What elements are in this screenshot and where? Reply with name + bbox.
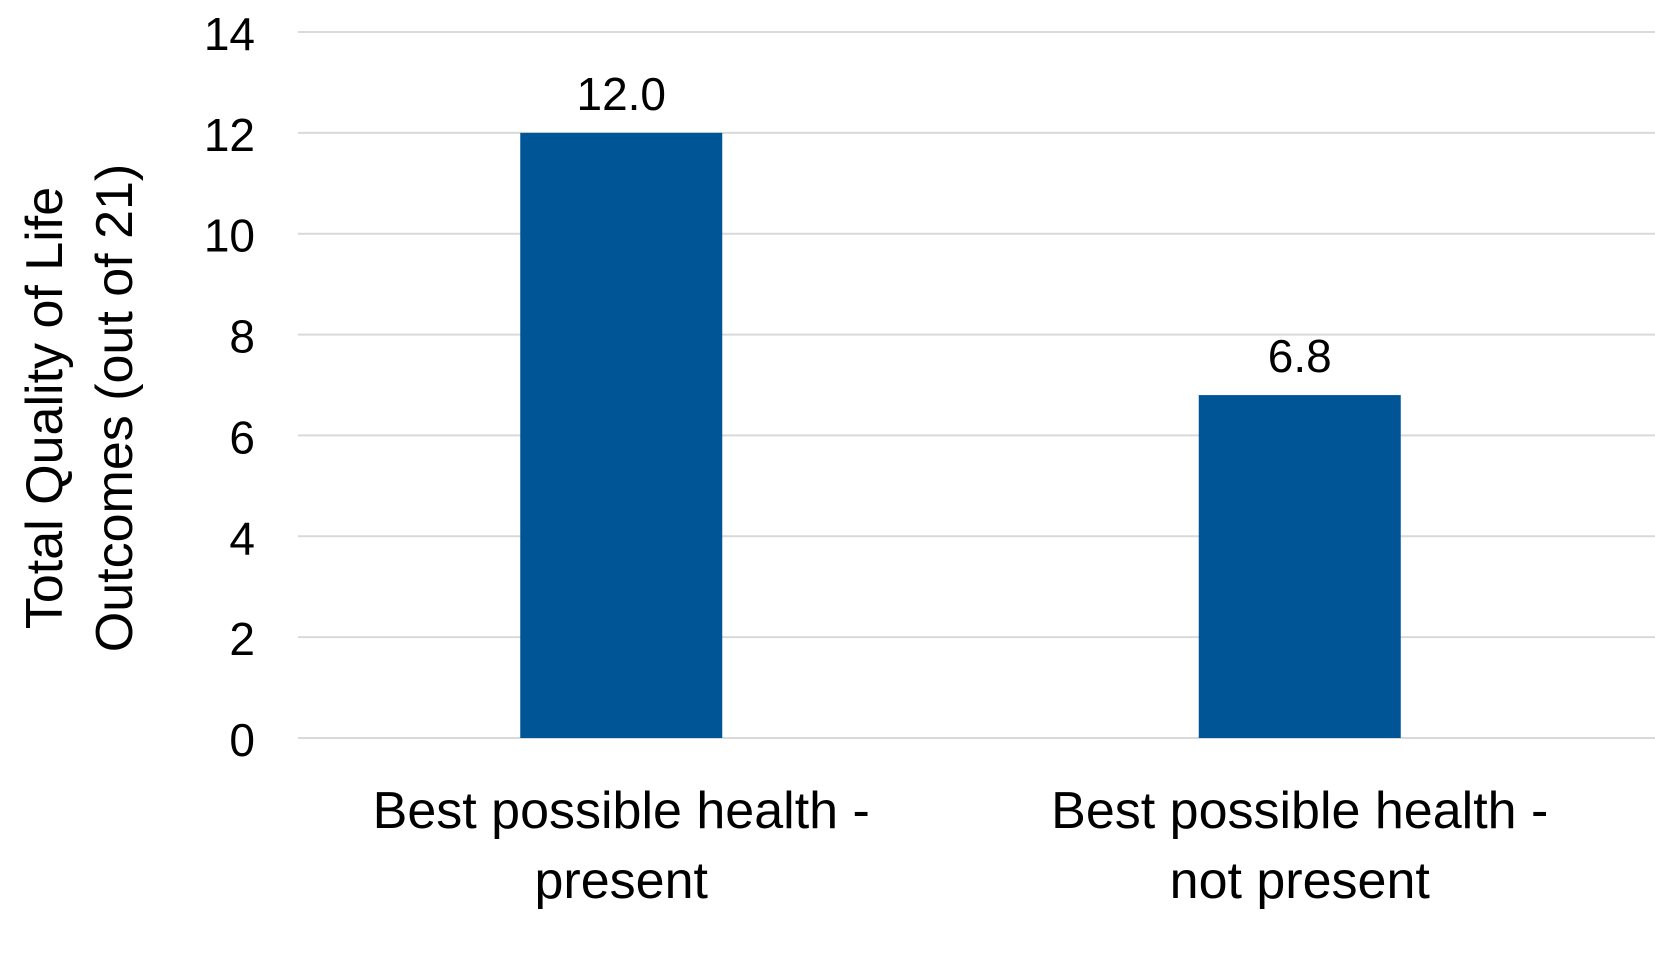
x-tick-label: not present: [1170, 852, 1431, 910]
data-label: 12.0: [576, 68, 666, 120]
y-axis-ticks: 0 2 4 6 8 10 12 14: [204, 8, 255, 766]
y-tick-label: 10: [204, 210, 255, 262]
bars: [520, 132, 1401, 738]
y-tick-label: 14: [204, 8, 255, 60]
y-tick-label: 0: [229, 714, 255, 766]
data-labels: 12.0 6.8: [576, 68, 1331, 382]
y-tick-label: 6: [229, 411, 255, 463]
data-label: 6.8: [1268, 330, 1332, 382]
x-tick-label: Best possible health -: [1051, 782, 1548, 840]
gridlines: [298, 31, 1655, 739]
bar: [1198, 395, 1401, 738]
y-axis-label-line-2: Outcomes (out of 21): [86, 164, 144, 652]
y-tick-label: 12: [204, 109, 255, 161]
y-tick-label: 2: [229, 613, 255, 665]
y-tick-label: 8: [229, 311, 255, 363]
bar: [520, 132, 723, 738]
y-tick-label: 4: [229, 512, 255, 564]
x-axis-ticks: Best possible health - present Best possib…: [373, 782, 1549, 910]
x-tick-label: present: [535, 852, 709, 910]
y-axis-label-line-1: Total Quality of Life: [16, 187, 74, 629]
x-tick-label: Best possible health -: [373, 782, 870, 840]
